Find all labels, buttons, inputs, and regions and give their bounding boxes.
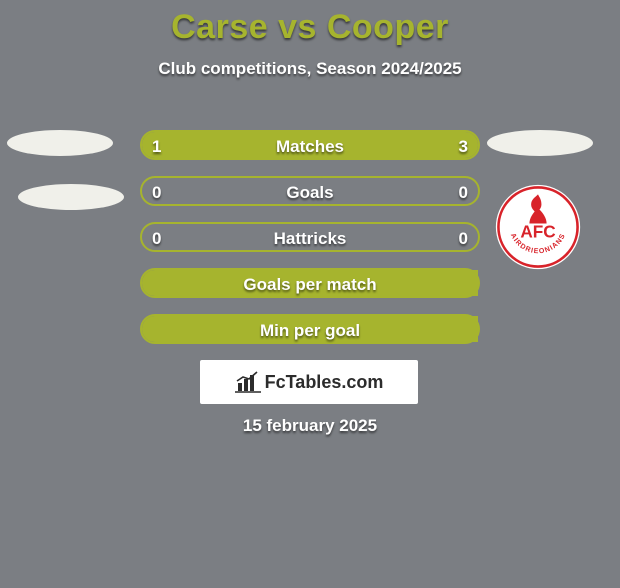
date-text: 15 february 2025 [0,416,620,436]
comparison-row: Min per goal [140,314,480,344]
watermark-text: FcTables.com [265,372,384,393]
watermark: FcTables.com [200,360,418,404]
svg-text:AFC: AFC [520,221,555,241]
row-value-left: 0 [152,224,161,254]
row-label: Goals [142,178,478,208]
player-placeholder [7,130,113,156]
row-label: Matches [142,132,478,162]
row-value-right: 0 [459,178,468,208]
row-label: Hattricks [142,224,478,254]
row-label: Goals per match [142,270,478,300]
row-value-right: 0 [459,224,468,254]
subtitle: Club competitions, Season 2024/2025 [0,59,620,79]
row-value-right: 3 [459,132,468,162]
player-placeholder [487,130,593,156]
row-value-left: 1 [152,132,161,162]
club-badge-right: AFC AIRDRIEONIANS [495,184,581,270]
chart-icon [235,371,261,393]
row-label: Min per goal [142,316,478,346]
player-placeholder [18,184,124,210]
row-value-left: 0 [152,178,161,208]
page-title: Carse vs Cooper [0,8,620,47]
comparison-row: Goals per match [140,268,480,298]
comparison-rows: Matches13Goals00Hattricks00Goals per mat… [140,130,480,360]
comparison-row: Goals0 0 [140,176,480,206]
comparison-row: Hattricks0 0 [140,222,480,252]
comparison-row: Matches1 3 [140,130,480,160]
